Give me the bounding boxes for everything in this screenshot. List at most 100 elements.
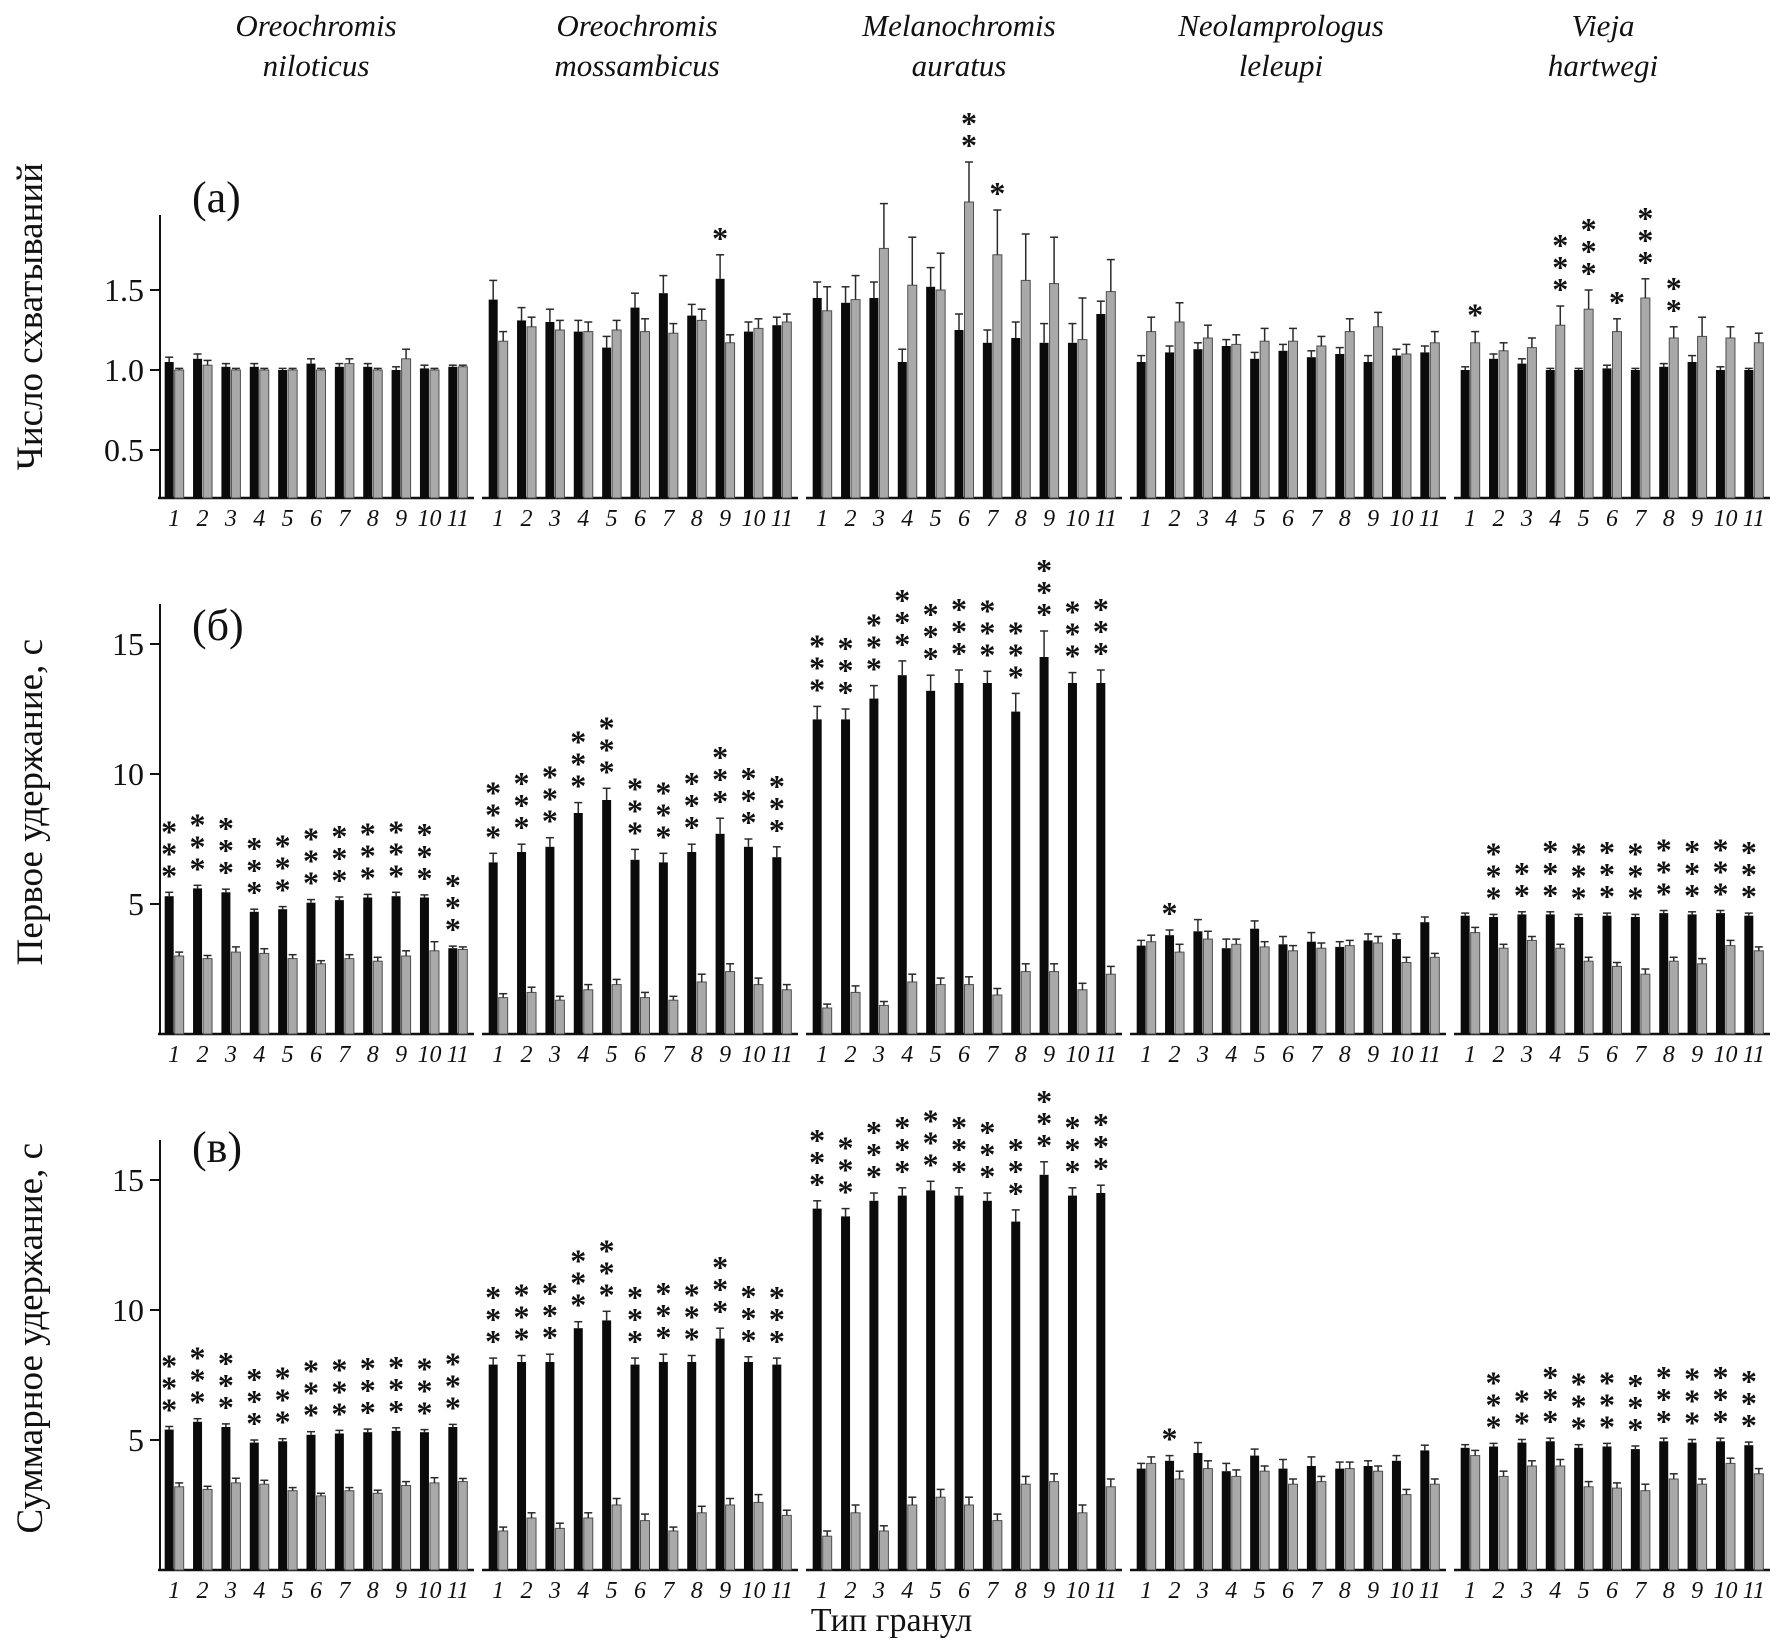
bar-series2 [1202,938,1213,1035]
bar-series1 [334,1433,344,1570]
significance-asterisk: * [1064,1109,1080,1145]
x-tick-label: 11 [771,1042,793,1068]
panel-а-5: 1 2 3 4 5 6 7 8 9 10 11************* [1454,200,1770,532]
bar-series1 [193,358,203,498]
significance-asterisk: * [1581,211,1597,247]
bar-series2 [1401,962,1412,1035]
bar-series2 [1049,1481,1060,1571]
x-tick-label: 4 [901,506,913,532]
bar-series1 [249,366,259,498]
bar-series1 [772,857,782,1034]
bar-series2 [457,366,468,499]
species-name-line1: Oreochromis [556,8,718,43]
significance-asterisk: * [1599,1364,1615,1400]
bar-series2 [935,984,946,1035]
significance-asterisk: * [360,1350,376,1386]
bar-series2 [1697,335,1708,499]
significance-asterisk: * [570,1265,586,1301]
bar-series1 [419,368,429,498]
significance-asterisk: * [514,809,530,845]
significance-asterisk: * [1486,835,1502,871]
species-header-melanochromis-auratus: Melanochromis auratus [798,6,1120,100]
significance-asterisk: * [331,1351,347,1387]
x-tick-label: 11 [1743,506,1765,532]
x-tick-label: 11 [447,1042,469,1068]
y-tick-label: 1.0 [104,352,144,388]
significance-asterisk: * [218,854,234,890]
x-tick-label: 10 [417,1042,441,1068]
significance-asterisk: * [246,830,262,866]
x-tick-label: 10 [1713,1042,1737,1068]
panel-б-4: 1 2 3 4 5 6 7 8 9 10 11 * [1130,895,1446,1068]
bar-series2 [1401,353,1412,499]
x-tick-label: 1 [1140,1578,1152,1604]
x-tick-label: 7 [1310,1042,1323,1068]
x-tick-label: 2 [845,1042,857,1068]
panel-label-b: (б) [192,601,244,650]
x-tick-label: 10 [741,1578,765,1604]
bar-series2 [1316,1481,1327,1571]
significance-asterisk: * [655,1319,671,1355]
x-tick-label: 3 [224,1042,237,1068]
bar-series2 [850,299,861,499]
bar-series2 [1753,950,1764,1035]
x-tick-label: 2 [1169,1578,1181,1604]
bar-series2 [611,329,622,499]
bar-series1 [630,307,640,498]
bar-series2 [1668,1478,1679,1571]
x-tick-label: 5 [930,1578,942,1604]
significance-asterisk: * [190,850,206,886]
row-total-retention: Суммарное удержание, с 5 10 15 1 2 3 4 5 6 7 8 9 10 1… [0,1070,1783,1606]
bar-series2 [907,981,918,1035]
significance-asterisk: * [331,1395,347,1431]
significance-asterisk: * [1684,1382,1700,1418]
x-tick-label: 2 [1169,506,1181,532]
significance-asterisk: * [866,607,882,643]
species-header-row: Oreochromis niloticus Oreochromis mossam… [0,0,1783,100]
bar-series1 [573,813,583,1034]
significance-asterisk: * [331,818,347,854]
x-tick-label: 6 [310,1042,322,1068]
significance-asterisk: * [246,874,262,910]
x-tick-label: 9 [1367,1042,1379,1068]
x-tick-label: 7 [662,506,675,532]
x-tick-label: 4 [901,1578,913,1604]
significance-asterisk: * [1552,227,1568,263]
bar-series1 [1136,945,1146,1034]
significance-asterisk: * [923,640,939,676]
significance-asterisk: * [161,1347,177,1383]
significance-asterisk: * [303,1375,319,1411]
bar-series1 [164,362,174,498]
bar-series1 [1391,939,1401,1034]
y-tick-label: 0.5 [104,432,144,468]
x-tick-label: 7 [662,1042,675,1068]
bar-series1 [278,370,288,498]
significance-asterisk: * [1656,854,1672,890]
bar-series2 [1020,279,1031,499]
x-tick-label: 2 [1493,1578,1505,1604]
bar-series1 [488,1364,498,1570]
bar-series2 [526,1517,537,1571]
significance-asterisk: * [246,1383,262,1419]
x-tick-label: 4 [253,506,265,532]
bar-series2 [230,369,241,499]
bar-series1 [658,1362,668,1570]
x-tick-label: 10 [1389,1042,1413,1068]
significance-asterisk: * [1064,594,1080,630]
x-tick-label: 4 [1225,1578,1237,1604]
bar-series1 [1460,915,1470,1034]
significance-asterisk: * [1571,857,1587,893]
bar-series1 [1391,1460,1401,1570]
bar-series1 [1630,370,1640,498]
x-tick-label: 7 [662,1578,675,1604]
bar-series2 [907,1504,918,1571]
bar-series2 [554,999,565,1035]
bar-series2 [696,1512,707,1571]
x-tick-label: 9 [395,506,407,532]
significance-asterisk: * [570,768,586,804]
bar-series1 [1136,1468,1146,1570]
x-tick-label: 3 [1520,1042,1533,1068]
significance-asterisk: * [514,787,530,823]
significance-asterisk: * [1036,1127,1052,1163]
